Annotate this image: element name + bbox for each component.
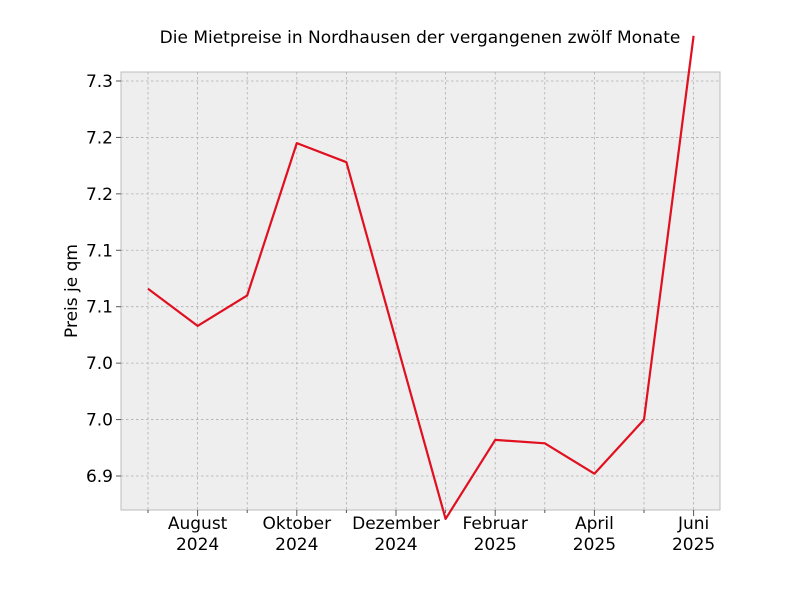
x-tick-label-line: August — [168, 514, 228, 534]
x-tick-label-line: 2024 — [374, 535, 417, 555]
x-tick-label: Februar 2025 — [463, 514, 528, 555]
y-tick-label: 7.1 — [86, 298, 113, 318]
x-tick-label-line: April — [575, 514, 614, 534]
x-tick-label-line: Dezember — [352, 514, 440, 534]
x-tick-label-line: Februar — [463, 514, 528, 534]
x-tick-label-line: 2025 — [672, 535, 715, 555]
x-tick-label-line: 2024 — [275, 535, 318, 555]
chart-title: Die Mietpreise in Nordhausen der vergang… — [160, 28, 681, 48]
x-tick-label-line: 2024 — [176, 535, 219, 555]
y-axis-label: Preis je qm — [62, 244, 82, 338]
x-tick-label-line: 2025 — [474, 535, 517, 555]
y-tick-label: 7.2 — [86, 128, 113, 148]
y-tick-label: 7.3 — [86, 72, 113, 92]
x-tick-label-line: Oktober — [263, 514, 332, 534]
y-tick-label: 7.0 — [86, 354, 113, 374]
x-tick-label: April 2025 — [573, 514, 616, 555]
x-tick-label: August 2024 — [168, 514, 228, 555]
x-tick-label-line: 2025 — [573, 535, 616, 555]
x-tick-label: Juni 2025 — [672, 514, 715, 555]
series-layer — [147, 35, 695, 521]
x-tick-label: Oktober 2024 — [263, 514, 332, 555]
y-tick-label: 7.2 — [86, 185, 113, 205]
y-tick-label: 7.0 — [86, 411, 113, 431]
grid-lines — [121, 72, 720, 510]
x-tick-label-line: Juni — [677, 514, 709, 534]
y-tick-label: 6.9 — [86, 467, 113, 487]
series-line — [147, 35, 695, 521]
y-tick-label: 7.1 — [86, 241, 113, 261]
plot-area — [120, 71, 721, 511]
x-tick-label: Dezember 2024 — [352, 514, 440, 555]
y-axis-ticks: 6.9 7.0 7.0 7.1 7.1 7.2 7.2 7.3 — [86, 72, 121, 487]
